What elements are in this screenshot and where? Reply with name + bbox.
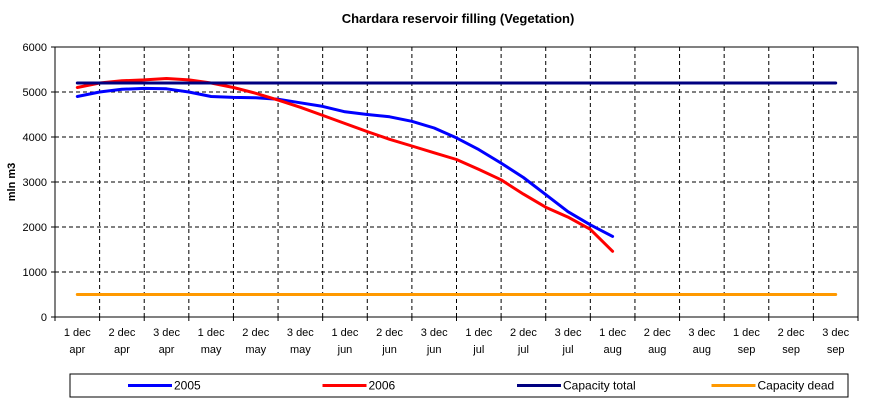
x-tick-label: sep bbox=[782, 344, 800, 356]
legend: 2005 2006 Capacity total Capacity dead bbox=[69, 373, 849, 398]
x-tick-label: may bbox=[290, 344, 311, 356]
x-tick-label: jul bbox=[517, 344, 529, 356]
x-tick-label: 2 dec bbox=[376, 327, 403, 339]
y-tick-label: 2000 bbox=[23, 222, 47, 234]
x-tick-label: apr bbox=[159, 344, 175, 356]
x-tick-label: 3 dec bbox=[287, 327, 314, 339]
series-line-2005 bbox=[75, 86, 615, 238]
x-tick-label: 1 dec bbox=[64, 327, 91, 339]
x-tick-label: sep bbox=[738, 344, 756, 356]
x-tick-label: 3 dec bbox=[555, 327, 582, 339]
x-tick-label: may bbox=[245, 344, 266, 356]
x-tick-label: 3 dec bbox=[822, 327, 849, 339]
x-tick-label: 2 dec bbox=[778, 327, 805, 339]
x-tick-label: 3 dec bbox=[421, 327, 448, 339]
x-tick-label: 2 dec bbox=[108, 327, 135, 339]
x-tick-label: sep bbox=[827, 344, 845, 356]
legend-label: Capacity total bbox=[563, 379, 636, 393]
x-tick-label: 3 dec bbox=[153, 327, 180, 339]
x-tick-label: may bbox=[201, 344, 222, 356]
x-tick-label: 1 dec bbox=[465, 327, 492, 339]
y-tick-label: 6000 bbox=[23, 42, 47, 54]
y-tick-label: 4000 bbox=[23, 132, 47, 144]
x-tick-label: 1 dec bbox=[599, 327, 626, 339]
legend-label: Capacity dead bbox=[758, 379, 835, 393]
x-tick-label: apr bbox=[69, 344, 85, 356]
x-tick-label: jun bbox=[426, 344, 442, 356]
x-tick-label: aug bbox=[603, 344, 621, 356]
y-tick-label: 1000 bbox=[23, 267, 47, 279]
y-axis-label: mln m3 bbox=[6, 163, 18, 202]
y-tick-label: 0 bbox=[41, 312, 47, 324]
legend-label: 2005 bbox=[174, 379, 201, 393]
y-tick-label: 3000 bbox=[23, 177, 47, 189]
legend-box bbox=[69, 373, 849, 398]
x-tick-label: jul bbox=[472, 344, 484, 356]
chart-title: Chardara reservoir filling (Vegetation) bbox=[342, 11, 575, 26]
x-tick-label: aug bbox=[648, 344, 666, 356]
x-tick-label: apr bbox=[114, 344, 130, 356]
x-tick-label: 1 dec bbox=[198, 327, 225, 339]
y-tick-label: 5000 bbox=[23, 87, 47, 99]
x-tick-label: jul bbox=[562, 344, 574, 356]
x-tick-label: 1 dec bbox=[733, 327, 760, 339]
x-tick-label: 2 dec bbox=[644, 327, 671, 339]
x-tick-label: 3 dec bbox=[688, 327, 715, 339]
legend-label: 2006 bbox=[369, 379, 396, 393]
x-tick-label: jun bbox=[381, 344, 397, 356]
plot-area: 0 1000 2000 3000 4000 5000 6000 1 dec apr 2 dec ap… bbox=[23, 42, 859, 356]
series-line-2006 bbox=[75, 77, 615, 253]
x-tick-label: aug bbox=[693, 344, 711, 356]
x-tick-label: 2 dec bbox=[510, 327, 537, 339]
x-tick-label: 1 dec bbox=[332, 327, 359, 339]
x-tick-label: jun bbox=[337, 344, 353, 356]
x-tick-label: 2 dec bbox=[242, 327, 269, 339]
